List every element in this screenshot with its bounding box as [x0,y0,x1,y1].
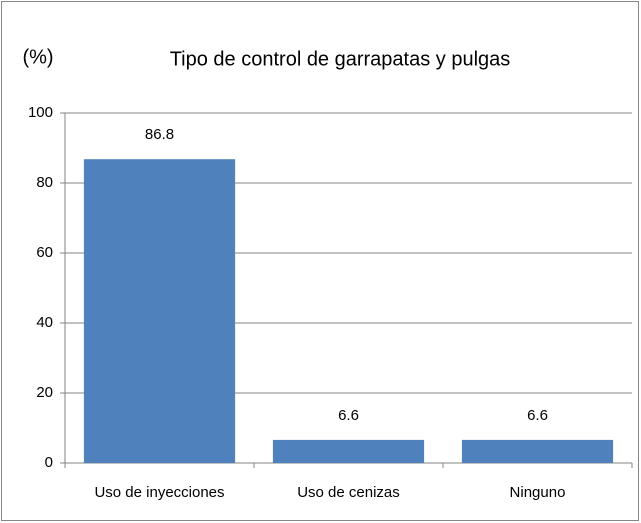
x-tick-label: Uso de cenizas [297,484,400,501]
y-axis-label: (%) [22,46,53,68]
y-tick-label: 60 [36,244,53,261]
bar [83,159,236,463]
y-tick-label: 100 [28,104,53,121]
chart-title: Tipo de control de garrapatas y pulgas [170,48,511,70]
y-tick-label: 0 [45,454,53,471]
data-label: 6.6 [338,407,359,424]
x-tick-label: Ninguno [510,484,566,501]
y-tick-label: 40 [36,314,53,331]
bar [461,439,614,463]
bar [272,439,425,463]
y-tick-label: 20 [36,384,53,401]
data-label: 86.8 [145,126,174,143]
y-tick-label: 80 [36,174,53,191]
x-tick-label: Uso de inyecciones [94,484,224,501]
data-label: 6.6 [527,407,548,424]
